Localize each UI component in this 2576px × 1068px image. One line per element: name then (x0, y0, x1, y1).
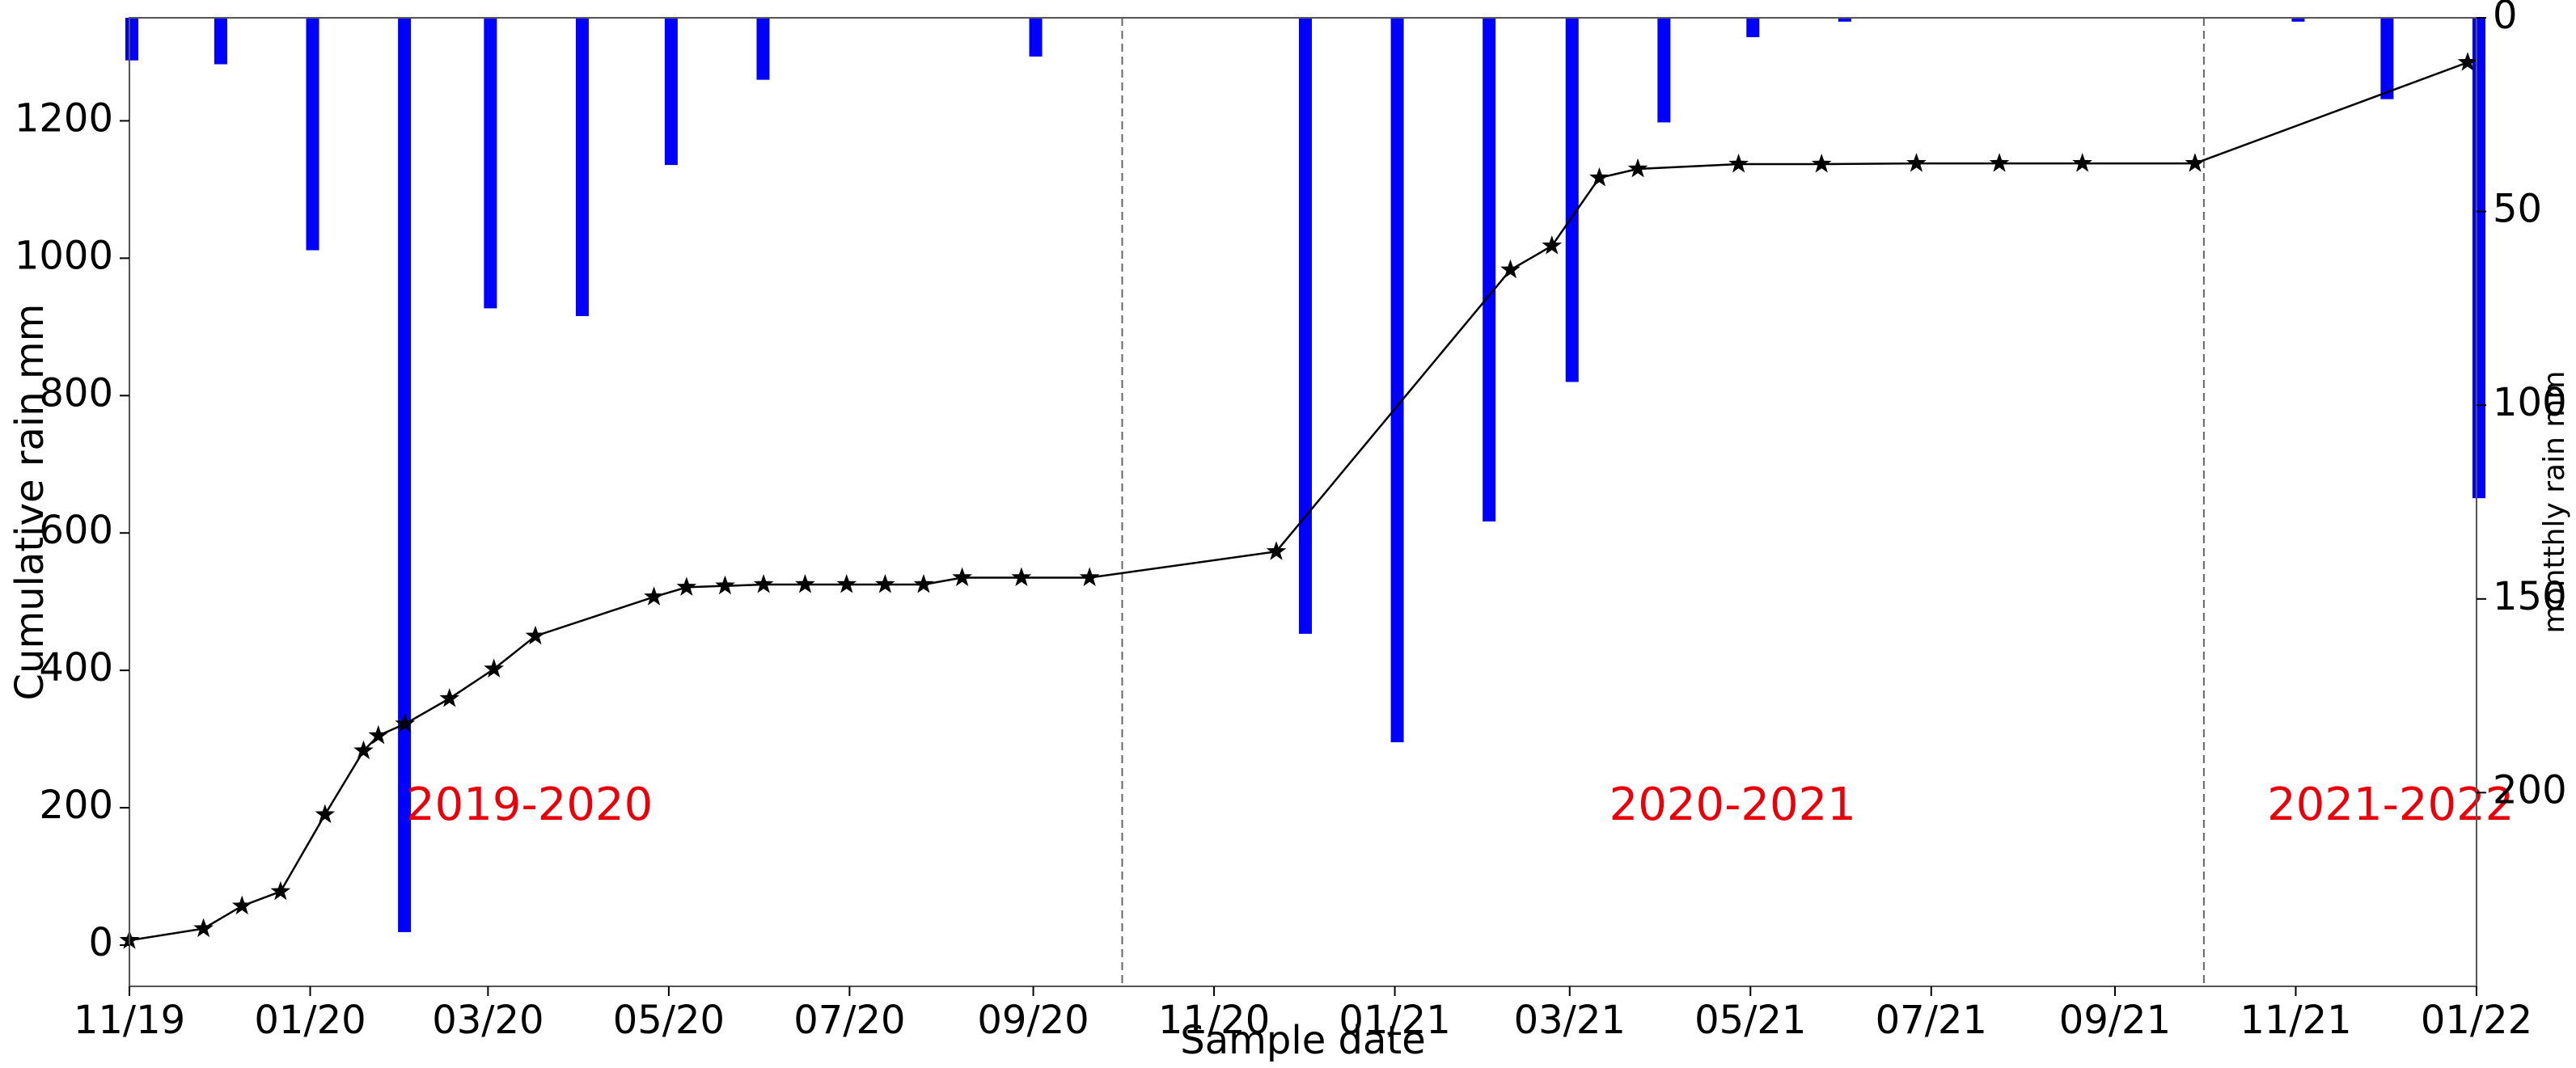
cumulative-rain-marker (1728, 154, 1749, 173)
cumulative-rain-marker (1079, 567, 1100, 586)
cumulative-rain-marker (676, 576, 697, 596)
season-label: 2020-2021 (1609, 779, 1856, 831)
monthly-rain-bar (756, 18, 770, 80)
cumulative-rain-series (119, 52, 2478, 949)
cumulative-rain-marker (715, 575, 735, 595)
x-tick-label: 01/21 (1339, 998, 1450, 1043)
monthly-rain-bar (1657, 18, 1671, 123)
monthly-rain-bar (1390, 18, 1404, 743)
x-axis-ticks: 11/19 01/20 03/20 05/20 07/20 09/20 11/20 01/21… (74, 986, 2532, 1043)
monthly-rain-bar (2472, 18, 2485, 499)
cumulative-rain-marker (795, 574, 815, 593)
x-tick-label: 03/20 (432, 998, 544, 1043)
monthly-rain-bar (398, 18, 412, 932)
x-tick-label: 11/21 (2240, 998, 2351, 1043)
cumulative-rain-marker (1500, 259, 1521, 279)
cumulative-rain-marker (1989, 153, 2010, 172)
y-right-tick-label: 0 (2493, 0, 2518, 38)
cumulative-rain-marker (439, 688, 460, 707)
y-right-tick-label: 150 (2493, 574, 2567, 619)
x-tick-label: 07/21 (1876, 998, 1987, 1043)
monthly-rain-bar (214, 18, 227, 65)
y-axis-right-ticks: 0 50 100 150 200 (2477, 0, 2567, 813)
monthly-rain-bar (664, 18, 678, 166)
x-tick-label: 09/21 (2059, 998, 2171, 1043)
cumulative-rain-marker (2072, 153, 2092, 172)
season-annotations: 2019-2020 2020-2021 2021-2022 (406, 779, 2514, 831)
season-dividers (1121, 18, 2205, 986)
cumulative-rain-marker (484, 658, 505, 678)
x-tick-label: 05/20 (613, 998, 725, 1043)
y-left-tick-label: 800 (39, 370, 113, 416)
cumulative-rain-marker (2185, 153, 2206, 172)
monthly-rain-bar (484, 18, 497, 309)
x-tick-label: 11/19 (74, 998, 185, 1043)
monthly-rain-bar (2291, 18, 2305, 22)
plot-frame (129, 17, 2477, 987)
x-tick-label: 01/22 (2421, 998, 2532, 1043)
cumulative-rain-marker (644, 586, 664, 606)
y-right-tick-label: 200 (2493, 767, 2567, 813)
x-tick-label: 11/20 (1158, 998, 1270, 1043)
monthly-rain-bar (306, 18, 319, 251)
y-axis-left-ticks: 0 200 400 600 800 1000 1200 (15, 95, 129, 965)
cumulative-rain-marker (1589, 167, 1609, 187)
cumulative-rain-marker (913, 574, 934, 593)
monthly-rain-bar (1299, 18, 1312, 634)
x-tick-label: 09/20 (977, 998, 1089, 1043)
x-axis-title: Sample date (1180, 1018, 1425, 1063)
cumulative-rain-marker (1011, 567, 1032, 586)
cumulative-rain-marker (270, 880, 291, 901)
cumulative-rain-marker (875, 574, 895, 593)
y-left-tick-label: 1000 (15, 233, 113, 278)
x-tick-label: 03/21 (1514, 998, 1626, 1043)
y-axis-left-title: Cumulative rain mm (7, 304, 53, 701)
cumulative-rain-marker (1811, 154, 1832, 173)
cumulative-rain-marker (315, 804, 336, 824)
y-left-tick-label: 0 (88, 920, 113, 965)
x-tick-label: 05/21 (1694, 998, 1806, 1043)
y-left-tick-label: 1200 (15, 95, 113, 141)
cumulative-rain-marker (836, 574, 857, 593)
monthly-rain-bar (575, 18, 589, 316)
monthly-rain-bar (1838, 18, 1851, 22)
y-right-tick-label: 100 (2493, 380, 2567, 425)
monthly-rain-bar (2380, 18, 2394, 99)
cumulative-rain-marker (1266, 541, 1287, 560)
x-tick-label: 01/20 (254, 998, 366, 1043)
cumulative-rain-marker (1906, 153, 1927, 172)
y-right-tick-label: 50 (2493, 187, 2542, 232)
monthly-rain-bar (125, 18, 138, 61)
cumulative-rain-marker (753, 574, 774, 593)
cumulative-rain-marker (2457, 52, 2478, 71)
y-left-tick-label: 600 (39, 508, 113, 553)
monthly-rain-bars (125, 18, 2485, 932)
cumulative-rain-marker (368, 724, 389, 745)
y-left-tick-label: 200 (39, 783, 113, 828)
monthly-rain-bar (1565, 18, 1579, 382)
cumulative-rain-marker (395, 713, 416, 732)
season-label: 2019-2020 (406, 779, 653, 831)
cumulative-rain-marker (1542, 235, 1563, 255)
cumulative-rain-marker (193, 918, 214, 938)
cumulative-rain-marker (231, 895, 252, 915)
x-tick-label: 07/20 (793, 998, 905, 1043)
y-axis-right-title: montthly rain mm (2538, 371, 2571, 634)
cumulative-rain-line (129, 61, 2468, 942)
monthly-rain-bar (1746, 18, 1760, 37)
season-label: 2021-2022 (2267, 779, 2514, 831)
y-left-tick-label: 400 (39, 645, 113, 690)
monthly-rain-bar (1483, 18, 1496, 521)
cumulative-rain-marker (353, 740, 374, 760)
cumulative-rain-marker (952, 567, 972, 586)
cumulative-rain-marker (1627, 158, 1648, 178)
cumulative-rain-marker (525, 625, 546, 645)
monthly-rain-bar (1029, 18, 1043, 57)
